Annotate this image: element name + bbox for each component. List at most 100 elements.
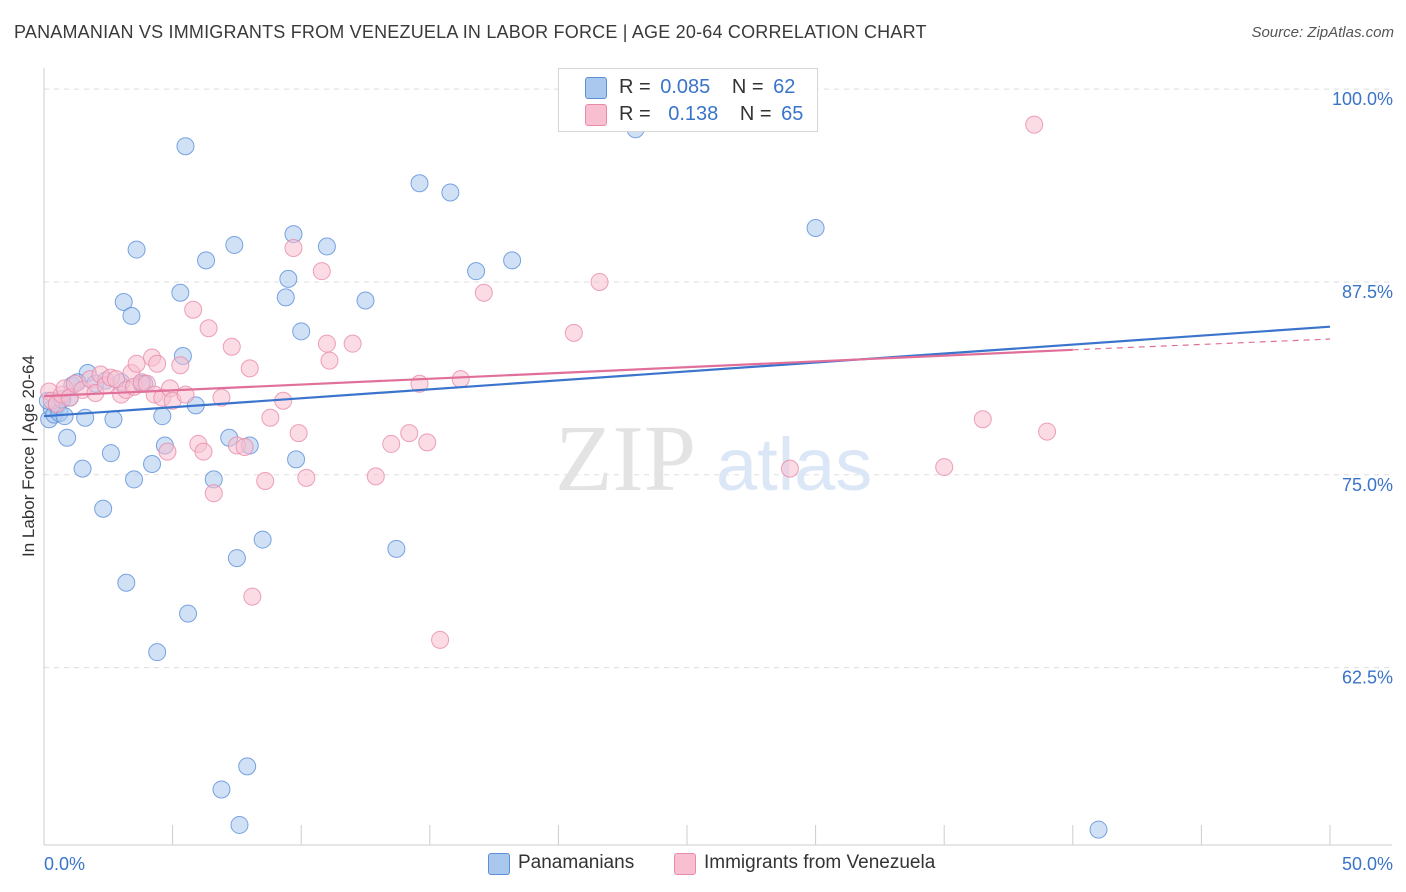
panamanian-point <box>212 780 231 799</box>
venezuela-point <box>171 356 190 375</box>
panamanian-point <box>230 815 249 834</box>
venezuela-point <box>289 424 308 443</box>
venezuela-point <box>474 283 493 302</box>
panamanian-point <box>227 549 246 568</box>
legend-r-label: R = <box>619 103 651 125</box>
panamanian-point <box>503 251 522 270</box>
panamanian-point <box>410 174 429 193</box>
venezuela-point <box>199 319 218 338</box>
venezuela-point <box>451 370 470 389</box>
y-tick-label: 62.5% <box>1342 668 1393 688</box>
panamanian-point <box>122 306 141 325</box>
venezuela-point <box>312 262 331 281</box>
panamanian-point <box>117 573 136 592</box>
venezuela-point <box>222 337 241 356</box>
panamanian-point <box>127 240 146 259</box>
venezuela-point <box>148 354 167 373</box>
venezuela-point <box>158 442 177 461</box>
watermark-zip: ZIP <box>555 407 696 511</box>
venezuela-point <box>343 334 362 353</box>
venezuela-point <box>400 424 419 443</box>
venezuela-point <box>194 442 213 461</box>
bottom-legend-swatch-pink <box>674 853 696 875</box>
panamanian-point <box>276 288 295 307</box>
panamanian-point <box>292 322 311 341</box>
venezuela-point <box>590 272 609 291</box>
venezuela-point <box>780 459 799 478</box>
y-tick-label: 87.5% <box>1342 282 1393 302</box>
venezuela-point <box>973 410 992 429</box>
panamanian-point <box>1089 820 1108 839</box>
panamanian-point <box>148 643 167 662</box>
x-tick-label: 0.0% <box>44 854 85 874</box>
venezuela-point <box>1038 422 1057 441</box>
panamanian-point <box>94 499 113 518</box>
panamanian-point <box>171 283 190 302</box>
panamanian-point <box>114 293 133 312</box>
venezuela-point <box>256 471 275 490</box>
venezuela-point <box>418 433 437 452</box>
venezuela-point <box>320 351 339 370</box>
legend-n-value: 65 <box>781 103 804 125</box>
venezuela-point <box>235 438 254 457</box>
panamanian-point <box>76 408 95 427</box>
venezuela-point <box>382 434 401 453</box>
panamanian-point <box>58 428 77 447</box>
venezuela-point <box>297 468 316 487</box>
panamanian-point <box>387 539 406 558</box>
panamanian-point <box>317 237 336 256</box>
venezuela-point <box>935 458 954 477</box>
panamanian-point <box>279 269 298 288</box>
legend-n-label: N = <box>739 103 772 125</box>
panamanian-point <box>356 291 375 310</box>
y-axis-title: In Labor Force | Age 20-64 <box>19 355 38 557</box>
panamanian-point <box>467 262 486 281</box>
panamanian-point <box>806 218 825 237</box>
panamanian-point <box>73 459 92 478</box>
panamanian-point <box>104 410 123 429</box>
venezuela-point <box>127 354 146 373</box>
bottom-legend-label: Panamanians <box>518 852 635 873</box>
venezuela-point <box>204 484 223 503</box>
panamanian-point <box>441 183 460 202</box>
y-tick-label: 75.0% <box>1342 475 1393 495</box>
correlation-legend: R = 0.085 N = 62 R = 0.138 N = 65 <box>558 68 818 132</box>
venezuela-point <box>284 239 303 258</box>
venezuela-point <box>1025 115 1044 134</box>
panamanian-point <box>176 137 195 156</box>
venezuela-point <box>431 630 450 649</box>
venezuela-point <box>317 334 336 353</box>
panamanian-point <box>125 470 144 489</box>
venezuela-point <box>261 408 280 427</box>
legend-swatch-pink <box>585 104 607 126</box>
panamanian-point <box>143 454 162 473</box>
source-label: Source: ZipAtlas.com <box>1251 24 1394 41</box>
venezuela-point <box>564 323 583 342</box>
x-tick-label: 50.0% <box>1342 854 1393 874</box>
panamanian-point <box>197 251 216 270</box>
panamanian-point <box>101 444 120 463</box>
venezuela-point <box>184 300 203 319</box>
panamanian-point <box>225 235 244 254</box>
chart-title: PANAMANIAN VS IMMIGRANTS FROM VENEZUELA … <box>14 22 927 42</box>
panamanian-point <box>153 407 172 426</box>
legend-r-label: R = <box>619 76 651 98</box>
bottom-legend-swatch-blue <box>488 853 510 875</box>
bottom-legend-label: Immigrants from Venezuela <box>704 852 936 873</box>
legend-n-value: 62 <box>773 76 796 98</box>
panamanian-point <box>287 450 306 469</box>
venezuela-point <box>366 467 385 486</box>
venezuela-trendline <box>43 348 1073 398</box>
panamanian-point <box>238 757 257 776</box>
y-tick-label: 100.0% <box>1332 89 1393 109</box>
panamanian-point <box>179 604 198 623</box>
legend-r-value: 0.085 <box>660 76 711 98</box>
venezuela-point <box>243 587 262 606</box>
legend-n-label: N = <box>731 76 764 98</box>
panamanian-trendline <box>43 325 1331 418</box>
legend-swatch-blue <box>585 77 607 99</box>
legend-r-value: 0.138 <box>668 103 719 125</box>
venezuela-point <box>240 359 259 378</box>
venezuela-trendline-extension <box>1072 338 1331 351</box>
